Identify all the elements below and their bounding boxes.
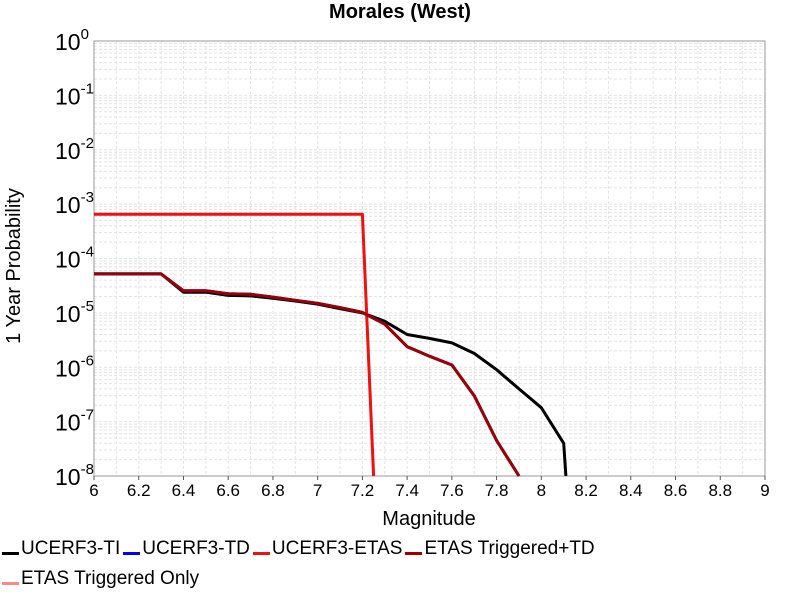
chart-title: Morales (West) bbox=[329, 1, 471, 23]
x-tick-label: 6 bbox=[89, 481, 98, 500]
legend-row: UCERF3-TI UCERF3-TD UCERF3-ETAS ETAS Tri… bbox=[2, 538, 598, 560]
legend-swatch bbox=[2, 581, 19, 585]
y-tick-label: 10-5 bbox=[55, 298, 94, 327]
x-tick-label: 6.8 bbox=[261, 481, 285, 500]
series-line bbox=[94, 272, 521, 477]
y-tick-label: 10-7 bbox=[55, 407, 94, 436]
y-axis-label: 1 Year Probability bbox=[3, 188, 25, 344]
x-tick-label: 8.6 bbox=[664, 481, 688, 500]
x-tick-label: 7.6 bbox=[440, 481, 464, 500]
legend-swatch bbox=[123, 551, 141, 555]
y-tick-label: 10-1 bbox=[55, 80, 94, 109]
x-axis-label: Magnitude bbox=[382, 508, 475, 530]
legend-label: UCERF3-TI bbox=[21, 538, 121, 559]
series-layer bbox=[94, 212, 568, 477]
legend-label: ETAS Triggered+TD bbox=[424, 538, 595, 559]
legend-label: UCERF3-ETAS bbox=[271, 538, 403, 559]
x-tick-label: 6.4 bbox=[172, 481, 196, 500]
legend-row: ETAS Triggered Only bbox=[2, 568, 202, 590]
x-tick-label: 7.2 bbox=[351, 481, 375, 500]
legend-item: ETAS Triggered+TD bbox=[405, 538, 595, 560]
grid bbox=[93, 41, 766, 477]
y-ticks: 100 10-1 10-2 10-3 10-4 10-5 10-6 10-7 10-8 bbox=[55, 26, 94, 490]
series-line bbox=[94, 212, 376, 477]
x-tick-label: 8.4 bbox=[619, 481, 643, 500]
legend-label: UCERF3-TD bbox=[142, 538, 250, 559]
y-tick-label: 10-8 bbox=[55, 461, 94, 490]
x-tick-label: 8.8 bbox=[708, 481, 732, 500]
x-tick-label: 6.6 bbox=[216, 481, 240, 500]
legend-swatch bbox=[405, 551, 423, 555]
series-line bbox=[94, 272, 521, 477]
legend-item: UCERF3-ETAS bbox=[252, 538, 403, 560]
y-tick-label: 10-2 bbox=[55, 135, 94, 164]
y-tick-label: 10-4 bbox=[55, 244, 94, 273]
x-tick-label: 7 bbox=[313, 481, 322, 500]
x-tick-label: 9 bbox=[760, 481, 769, 500]
y-tick-label: 10-6 bbox=[55, 352, 94, 381]
x-tick-label: 7.8 bbox=[485, 481, 509, 500]
x-tick-label: 8.2 bbox=[574, 481, 598, 500]
legend-swatch bbox=[252, 551, 270, 555]
legend-label: ETAS Triggered Only bbox=[21, 568, 200, 589]
y-tick-label: 100 bbox=[55, 26, 89, 55]
legend-item: UCERF3-TD bbox=[123, 538, 250, 560]
plot-frame bbox=[93, 40, 766, 477]
legend-item: UCERF3-TI bbox=[2, 538, 120, 560]
legend: UCERF3-TI UCERF3-TD UCERF3-ETAS ETAS Tri… bbox=[0, 536, 800, 600]
x-tick-label: 7.4 bbox=[395, 481, 419, 500]
legend-item: ETAS Triggered Only bbox=[2, 568, 199, 590]
x-tick-label: 8 bbox=[537, 481, 546, 500]
x-tick-label: 6.2 bbox=[127, 481, 151, 500]
x-ticks: 6 6.2 6.4 6.6 6.8 7 7.2 7.4 7.6 7.8 8 8.2 8.4 8.6 8.8 9 bbox=[89, 476, 770, 500]
y-tick-label: 10-3 bbox=[55, 189, 94, 218]
legend-swatch bbox=[2, 551, 19, 555]
